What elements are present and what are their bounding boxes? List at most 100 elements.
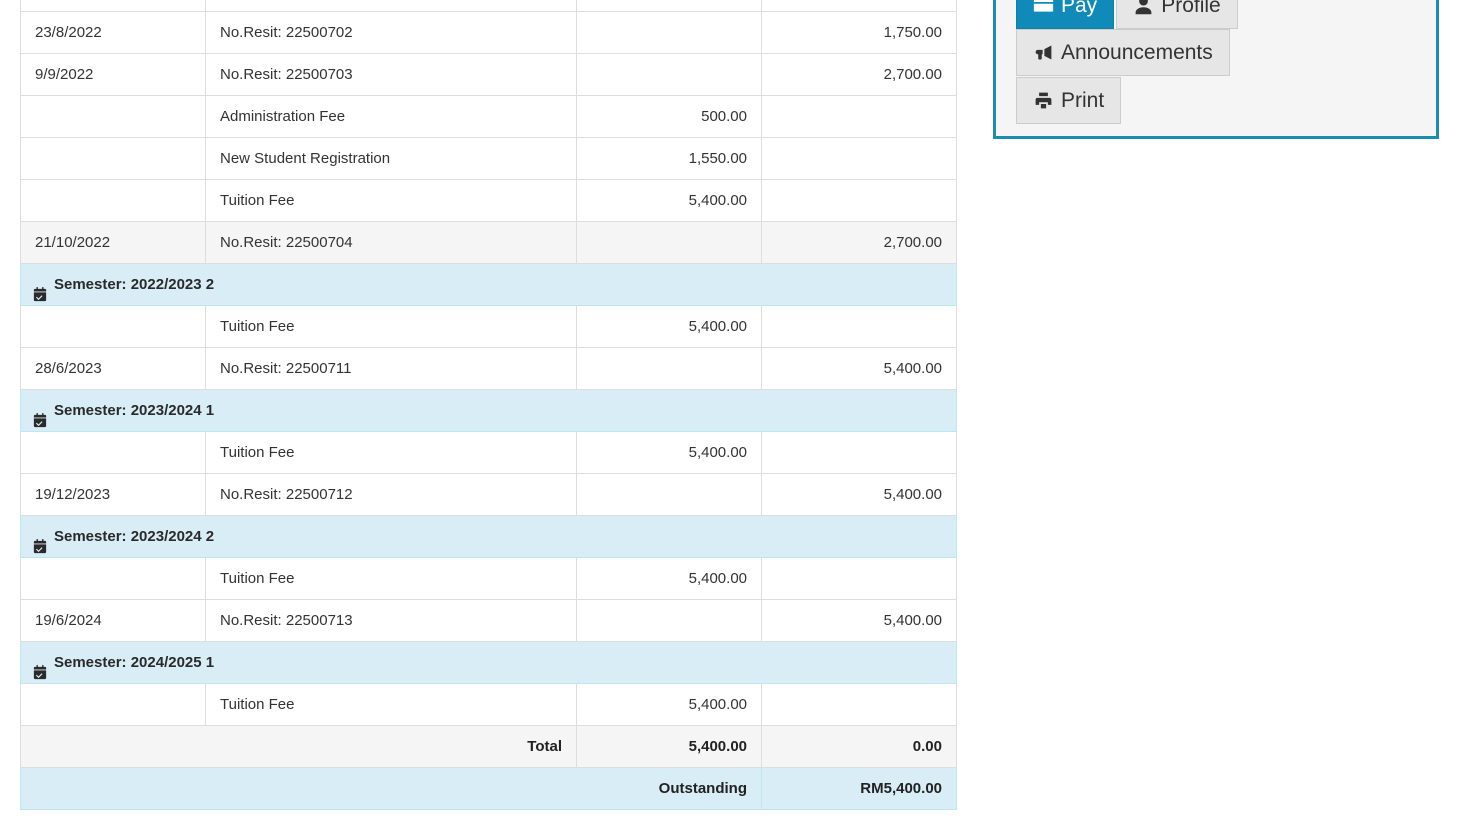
cell-debit: 5,400.00 — [576, 683, 762, 726]
outstanding-row: Outstanding RM5,400.00 — [20, 767, 957, 810]
table-row: Tuition Fee 5,400.00 — [20, 305, 957, 348]
cell-credit — [761, 431, 957, 474]
total-credit: 0.00 — [761, 725, 957, 768]
semester-label: Semester: 2022/2023 2 — [54, 276, 215, 293]
semester-header-cell: Semester: 2023/2024 1 — [20, 389, 957, 432]
button-label: Pay — [1061, 0, 1098, 17]
cell-date: 19/6/2024 — [20, 599, 206, 642]
calendar-check-icon — [33, 655, 47, 680]
cell-debit — [576, 599, 762, 642]
profile-button[interactable]: Profile — [1116, 0, 1238, 29]
calendar-check-icon — [33, 403, 47, 428]
outstanding-amount: RM5,400.00 — [761, 767, 957, 810]
cell-description: New Student Registration — [205, 137, 577, 180]
table-row: Tuition Fee 5,400.00 — [20, 179, 957, 222]
cell-date — [20, 431, 206, 474]
semester-label: Semester: 2024/2025 1 — [54, 654, 215, 671]
outstanding-label: Outstanding — [20, 767, 762, 810]
cell-debit: 500.00 — [576, 95, 762, 138]
button-label: Announcements — [1061, 41, 1213, 64]
cell-credit: 5,400.00 — [761, 473, 957, 516]
cell-date: 9/9/2022 — [20, 53, 206, 96]
table-row: Tuition Fee 5,400.00 — [20, 431, 957, 474]
table-row: Administration Fee 500.00 — [20, 95, 957, 138]
cell-date: 19/12/2023 — [20, 473, 206, 516]
calendar-check-icon — [33, 529, 47, 554]
cell-debit: 5,400.00 — [576, 431, 762, 474]
semester-header-cell: Semester: 2023/2024 2 — [20, 515, 957, 558]
cell-date — [20, 305, 206, 348]
cell-debit — [576, 53, 762, 96]
cell-date: 28/6/2023 — [20, 347, 206, 390]
action-button-group: Pay Profile Announcements Print — [1016, 0, 1424, 124]
action-panel: Pay Profile Announcements Print — [993, 0, 1439, 139]
cell-debit — [576, 347, 762, 390]
cell-credit — [761, 179, 957, 222]
printer-icon — [1033, 90, 1054, 111]
cell-description: No.Resit: 22500701 — [205, 0, 577, 12]
cell-credit: 2,700.00 — [761, 53, 957, 96]
table-row: 19/6/2024 No.Resit: 22500713 5,400.00 — [20, 599, 957, 642]
total-debit: 5,400.00 — [576, 725, 762, 768]
table-row: Tuition Fee 5,400.00 — [20, 557, 957, 600]
semester-header-row: Semester: 2023/2024 1 — [20, 389, 957, 432]
cell-date — [20, 557, 206, 600]
print-button[interactable]: Print — [1016, 77, 1122, 124]
cell-description: No.Resit: 22500711 — [205, 347, 577, 390]
pay-button[interactable]: Pay — [1016, 0, 1115, 29]
cell-debit — [576, 11, 762, 54]
cell-credit — [761, 305, 957, 348]
calendar-check-icon — [33, 277, 47, 302]
cell-date: 20/6/2022 — [20, 0, 206, 12]
cell-date: 21/10/2022 — [20, 221, 206, 264]
cell-debit: 5,400.00 — [576, 305, 762, 348]
cell-description: Administration Fee — [205, 95, 577, 138]
cell-description: Tuition Fee — [205, 683, 577, 726]
cell-credit — [761, 137, 957, 180]
semester-header-cell: Semester: 2022/2023 2 — [20, 263, 957, 306]
semester-header-cell: Semester: 2024/2025 1 — [20, 641, 957, 684]
table-row: 28/6/2023 No.Resit: 22500711 5,400.00 — [20, 347, 957, 390]
cell-debit: 1,550.00 — [576, 137, 762, 180]
cell-date — [20, 95, 206, 138]
cell-credit: 300.00 — [761, 0, 957, 12]
bullhorn-icon — [1033, 42, 1054, 63]
table-row: 19/12/2023 No.Resit: 22500712 5,400.00 — [20, 473, 957, 516]
table-row: 23/8/2022 No.Resit: 22500702 1,750.00 — [20, 11, 957, 54]
cell-date — [20, 179, 206, 222]
total-row: Total 5,400.00 0.00 — [20, 725, 957, 768]
table-row: 21/10/2022 No.Resit: 22500704 2,700.00 — [20, 221, 957, 264]
cell-description: No.Resit: 22500712 — [205, 473, 577, 516]
cell-description: Tuition Fee — [205, 179, 577, 222]
cell-debit: 5,400.00 — [576, 179, 762, 222]
table-row: New Student Registration 1,550.00 — [20, 137, 957, 180]
cell-credit: 5,400.00 — [761, 347, 957, 390]
semester-header-row: Semester: 2022/2023 2 — [20, 263, 957, 306]
button-label: Profile — [1161, 0, 1221, 17]
cell-date — [20, 137, 206, 180]
semester-header-row: Semester: 2023/2024 2 — [20, 515, 957, 558]
cell-description: No.Resit: 22500713 — [205, 599, 577, 642]
table-row: Tuition Fee 5,400.00 — [20, 683, 957, 726]
cell-description: No.Resit: 22500702 — [205, 11, 577, 54]
cell-credit — [761, 557, 957, 600]
cell-credit: 5,400.00 — [761, 599, 957, 642]
user-icon — [1133, 0, 1154, 16]
cell-date — [20, 683, 206, 726]
cell-debit — [576, 0, 762, 12]
cell-debit — [576, 473, 762, 516]
cell-credit — [761, 95, 957, 138]
cell-date: 23/8/2022 — [20, 11, 206, 54]
semester-header-row: Semester: 2024/2025 1 — [20, 641, 957, 684]
total-label: Total — [20, 725, 577, 768]
announcements-button[interactable]: Announcements — [1016, 29, 1230, 76]
cell-credit — [761, 683, 957, 726]
cell-description: No.Resit: 22500703 — [205, 53, 577, 96]
button-label: Print — [1061, 89, 1105, 112]
cell-description: Tuition Fee — [205, 305, 577, 348]
credit-card-icon — [1033, 0, 1054, 16]
cell-debit — [576, 221, 762, 264]
cell-description: Tuition Fee — [205, 557, 577, 600]
